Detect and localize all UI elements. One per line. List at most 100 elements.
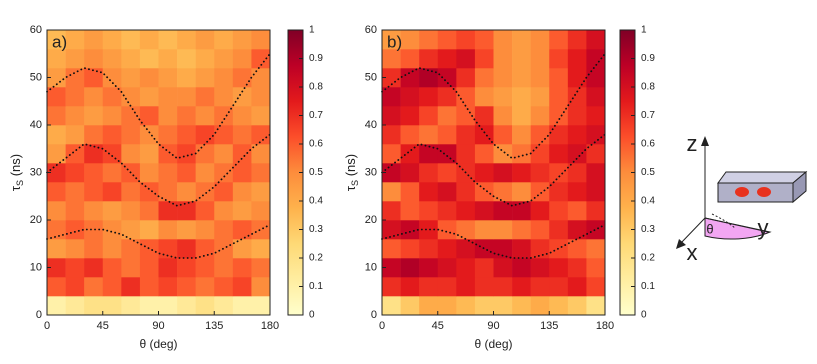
heatmap-cell — [400, 144, 420, 164]
colorbar-tick-label: 0.4 — [641, 196, 655, 207]
heatmap-cell — [65, 296, 85, 316]
heatmap-cell — [549, 68, 569, 88]
heatmap-cell — [232, 30, 252, 50]
heatmap-cell — [382, 201, 401, 221]
y-tick-label: 30 — [365, 166, 377, 178]
heatmap-cell — [214, 296, 234, 316]
heatmap-cell — [177, 258, 196, 278]
heatmap-cell — [586, 68, 606, 88]
guide-curve — [381, 133, 606, 207]
heatmap-cell — [549, 296, 569, 316]
heatmap-cell — [400, 106, 420, 126]
heatmap-cell — [139, 144, 159, 164]
heatmap-cell — [437, 106, 457, 126]
heatmap-cell — [567, 144, 587, 164]
heatmap-cell — [139, 239, 159, 259]
colorbar-tick-label: 1 — [309, 25, 315, 36]
heatmap-cell — [437, 296, 457, 316]
heatmap-cell — [251, 30, 271, 50]
heatmap-cell — [158, 201, 178, 221]
heatmap-cell — [214, 201, 234, 221]
heatmap-cell — [530, 30, 550, 50]
heatmap-cell — [456, 125, 476, 145]
heatmap-cell — [456, 144, 476, 164]
heatmap-cell — [139, 30, 159, 50]
heatmap-cell — [493, 182, 513, 202]
heatmap-cell — [530, 106, 550, 126]
heatmap-cell — [214, 87, 234, 107]
colorbar-tick-label: 0.1 — [641, 281, 655, 292]
heatmap-cell — [549, 201, 569, 221]
box-front — [717, 182, 794, 203]
heatmap-cell — [419, 144, 439, 164]
heatmap-cell — [474, 125, 494, 145]
heatmap-cell — [382, 239, 401, 259]
heatmap-cell — [382, 49, 401, 69]
y-tick-label: 50 — [30, 71, 42, 83]
heatmap-cell — [512, 163, 531, 183]
heatmap-cell — [567, 296, 587, 316]
heatmap-cell — [47, 49, 66, 69]
heatmap-cell — [419, 201, 439, 221]
colorbar-tick-label: 0.4 — [309, 196, 323, 207]
heatmap-cell — [586, 182, 606, 202]
heatmap-cell — [512, 30, 531, 50]
heatmap-cell — [214, 106, 234, 126]
y-tick-label: 10 — [365, 261, 377, 273]
heatmap-cell — [47, 296, 66, 316]
heatmap-cell — [232, 277, 252, 297]
heatmap-cell — [456, 220, 476, 240]
heatmap-cell — [586, 239, 606, 259]
heatmap-cell — [195, 258, 215, 278]
x-tick-label: 135 — [205, 320, 223, 332]
heatmap-cell — [232, 87, 252, 107]
heatmap-cell — [419, 277, 439, 297]
heatmap-cell — [84, 182, 104, 202]
heatmap-cell — [549, 277, 569, 297]
heatmap-cell — [456, 201, 476, 221]
heatmap-cell — [251, 144, 271, 164]
heatmap-cell — [493, 87, 513, 107]
heatmap-cell — [47, 125, 66, 145]
box-side — [792, 170, 807, 204]
heatmap-cell — [139, 125, 159, 145]
heatmap-cell — [456, 277, 476, 297]
schematic: z y x θ — [676, 131, 808, 265]
angle-arc — [711, 213, 736, 229]
heatmap-cell — [121, 201, 141, 221]
heatmap-cell — [251, 296, 271, 316]
heatmap-cell — [382, 144, 401, 164]
y-axis-label: τS (ns) — [8, 154, 25, 191]
heatmap-cell — [493, 30, 513, 50]
heatmap-cell — [419, 182, 439, 202]
heatmap-cell — [177, 220, 196, 240]
heatmap-cell — [549, 106, 569, 126]
heatmap-cell — [586, 220, 606, 240]
heatmap-cell — [419, 87, 439, 107]
heatmap-cell — [65, 201, 85, 221]
heatmap-cell — [177, 144, 196, 164]
heatmap-cell — [512, 125, 531, 145]
heatmap-cell — [158, 87, 178, 107]
heatmap-cell — [47, 87, 66, 107]
heatmap-cell — [47, 258, 66, 278]
heatmap-cell — [567, 220, 587, 240]
heatmap-cell — [195, 277, 215, 297]
heatmap-cell — [419, 239, 439, 259]
heatmap-cell — [214, 220, 234, 240]
heatmap-cell — [400, 30, 420, 50]
heatmap-cell — [195, 201, 215, 221]
heatmap-cell — [139, 277, 159, 297]
heatmap-cell — [512, 296, 531, 316]
heatmap-cell — [512, 87, 531, 107]
y-tick-label: 20 — [365, 214, 377, 226]
heatmap-cell — [47, 30, 66, 50]
heatmap-cell — [419, 30, 439, 50]
heatmap-cell — [493, 296, 513, 316]
heatmap-cell — [530, 277, 550, 297]
heatmap-cell — [493, 277, 513, 297]
heatmap-cell — [102, 144, 122, 164]
heatmap-cell — [177, 296, 196, 316]
heatmap-cell — [177, 201, 196, 221]
heatmap-cell — [419, 296, 439, 316]
